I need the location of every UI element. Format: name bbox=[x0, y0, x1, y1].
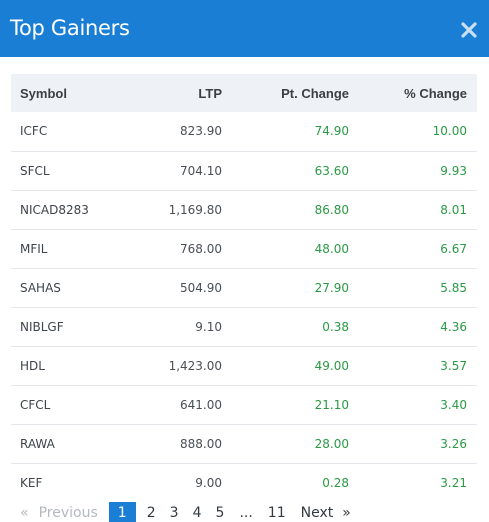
cell-ltp: 9.00 bbox=[195, 475, 222, 490]
cell-pt-change: 28.00 bbox=[314, 436, 349, 451]
cell-pct-change: 3.40 bbox=[440, 397, 467, 412]
table-header-row: Symbol LTP Pt. Change % Change bbox=[11, 74, 477, 112]
page-3-button[interactable]: 3 bbox=[169, 505, 179, 521]
cell-ltp: 9.10 bbox=[195, 319, 222, 334]
cell-ltp: 768.00 bbox=[180, 241, 222, 256]
close-icon bbox=[461, 21, 477, 38]
cell-symbol: KEF bbox=[20, 475, 43, 490]
next-page-button[interactable]: Next » bbox=[301, 505, 351, 521]
previous-page-button[interactable]: « Previous bbox=[20, 505, 98, 521]
double-chevron-right-icon: » bbox=[342, 505, 351, 521]
cell-pt-change: 74.90 bbox=[314, 124, 349, 139]
table-row[interactable]: NIBLGF 9.10 0.38 4.36 bbox=[11, 307, 477, 346]
page-5-button[interactable]: 5 bbox=[215, 505, 225, 521]
cell-symbol: NICAD8283 bbox=[20, 202, 89, 217]
cell-symbol: HDL bbox=[20, 358, 45, 373]
cell-symbol: SFCL bbox=[20, 163, 50, 178]
modal-header: Top Gainers bbox=[0, 0, 489, 57]
pagination: « Previous 1 2 3 4 5 ... 11 Next » bbox=[10, 502, 351, 522]
cell-pt-change: 21.10 bbox=[314, 397, 349, 412]
cell-pt-change: 27.90 bbox=[314, 280, 349, 295]
pagination-ellipsis: ... bbox=[239, 505, 253, 521]
page-11-button[interactable]: 11 bbox=[267, 505, 286, 521]
cell-ltp: 888.00 bbox=[180, 436, 222, 451]
column-header-pct-change[interactable]: % Change bbox=[404, 85, 467, 101]
cell-symbol: RAWA bbox=[20, 436, 55, 451]
table-row[interactable]: CFCL 641.00 21.10 3.40 bbox=[11, 385, 477, 424]
cell-pct-change: 5.85 bbox=[440, 280, 467, 295]
cell-pct-change: 3.26 bbox=[440, 436, 467, 451]
cell-pt-change: 0.38 bbox=[322, 319, 349, 334]
cell-pt-change: 0.28 bbox=[322, 475, 349, 490]
column-header-ltp[interactable]: LTP bbox=[198, 85, 222, 101]
cell-ltp: 641.00 bbox=[180, 397, 222, 412]
cell-symbol: MFIL bbox=[20, 241, 48, 256]
cell-pt-change: 86.80 bbox=[314, 202, 349, 217]
table-row[interactable]: SFCL 704.10 63.60 9.93 bbox=[11, 151, 477, 190]
column-header-symbol[interactable]: Symbol bbox=[20, 85, 67, 101]
cell-pct-change: 9.93 bbox=[440, 163, 467, 178]
previous-label: Previous bbox=[38, 505, 98, 521]
table-body: ICFC 823.90 74.90 10.00 SFCL 704.10 63.60 9.93 N… bbox=[11, 112, 477, 502]
cell-pct-change: 6.67 bbox=[440, 241, 467, 256]
cell-pt-change: 48.00 bbox=[314, 241, 349, 256]
cell-symbol: ICFC bbox=[20, 124, 48, 139]
page-4-button[interactable]: 4 bbox=[192, 505, 202, 521]
cell-pct-change: 3.57 bbox=[440, 358, 467, 373]
table-header: Symbol LTP Pt. Change % Change bbox=[11, 74, 477, 112]
cell-symbol: NIBLGF bbox=[20, 319, 64, 334]
table-row[interactable]: RAWA 888.00 28.00 3.26 bbox=[11, 424, 477, 463]
cell-pt-change: 63.60 bbox=[314, 163, 349, 178]
gainers-table: Symbol LTP Pt. Change % Change ICFC 823.9… bbox=[11, 74, 477, 502]
table-row[interactable]: HDL 1,423.00 49.00 3.57 bbox=[11, 346, 477, 385]
column-header-pt-change[interactable]: Pt. Change bbox=[281, 85, 349, 101]
double-chevron-left-icon: « bbox=[20, 505, 29, 521]
cell-pct-change: 4.36 bbox=[440, 319, 467, 334]
cell-ltp: 1,169.80 bbox=[168, 202, 222, 217]
table-row[interactable]: KEF 9.00 0.28 3.21 bbox=[11, 463, 477, 502]
table-row[interactable]: ICFC 823.90 74.90 10.00 bbox=[11, 112, 477, 151]
cell-symbol: CFCL bbox=[20, 397, 51, 412]
page-2-button[interactable]: 2 bbox=[146, 505, 156, 521]
modal-title: Top Gainers bbox=[10, 15, 130, 40]
table-row[interactable]: NICAD8283 1,169.80 86.80 8.01 bbox=[11, 190, 477, 229]
page-1-button[interactable]: 1 bbox=[108, 502, 136, 522]
cell-ltp: 504.90 bbox=[180, 280, 222, 295]
cell-ltp: 1,423.00 bbox=[168, 358, 222, 373]
close-button[interactable] bbox=[460, 21, 478, 39]
cell-ltp: 823.90 bbox=[180, 124, 222, 139]
cell-ltp: 704.10 bbox=[180, 163, 222, 178]
table-row[interactable]: MFIL 768.00 48.00 6.67 bbox=[11, 229, 477, 268]
cell-pct-change: 3.21 bbox=[440, 475, 467, 490]
gainers-table-container: Symbol LTP Pt. Change % Change ICFC 823.9… bbox=[11, 74, 477, 502]
cell-pct-change: 10.00 bbox=[432, 124, 467, 139]
next-label: Next bbox=[300, 505, 334, 521]
cell-symbol: SAHAS bbox=[20, 280, 61, 295]
cell-pt-change: 49.00 bbox=[314, 358, 349, 373]
cell-pct-change: 8.01 bbox=[440, 202, 467, 217]
table-row[interactable]: SAHAS 504.90 27.90 5.85 bbox=[11, 268, 477, 307]
